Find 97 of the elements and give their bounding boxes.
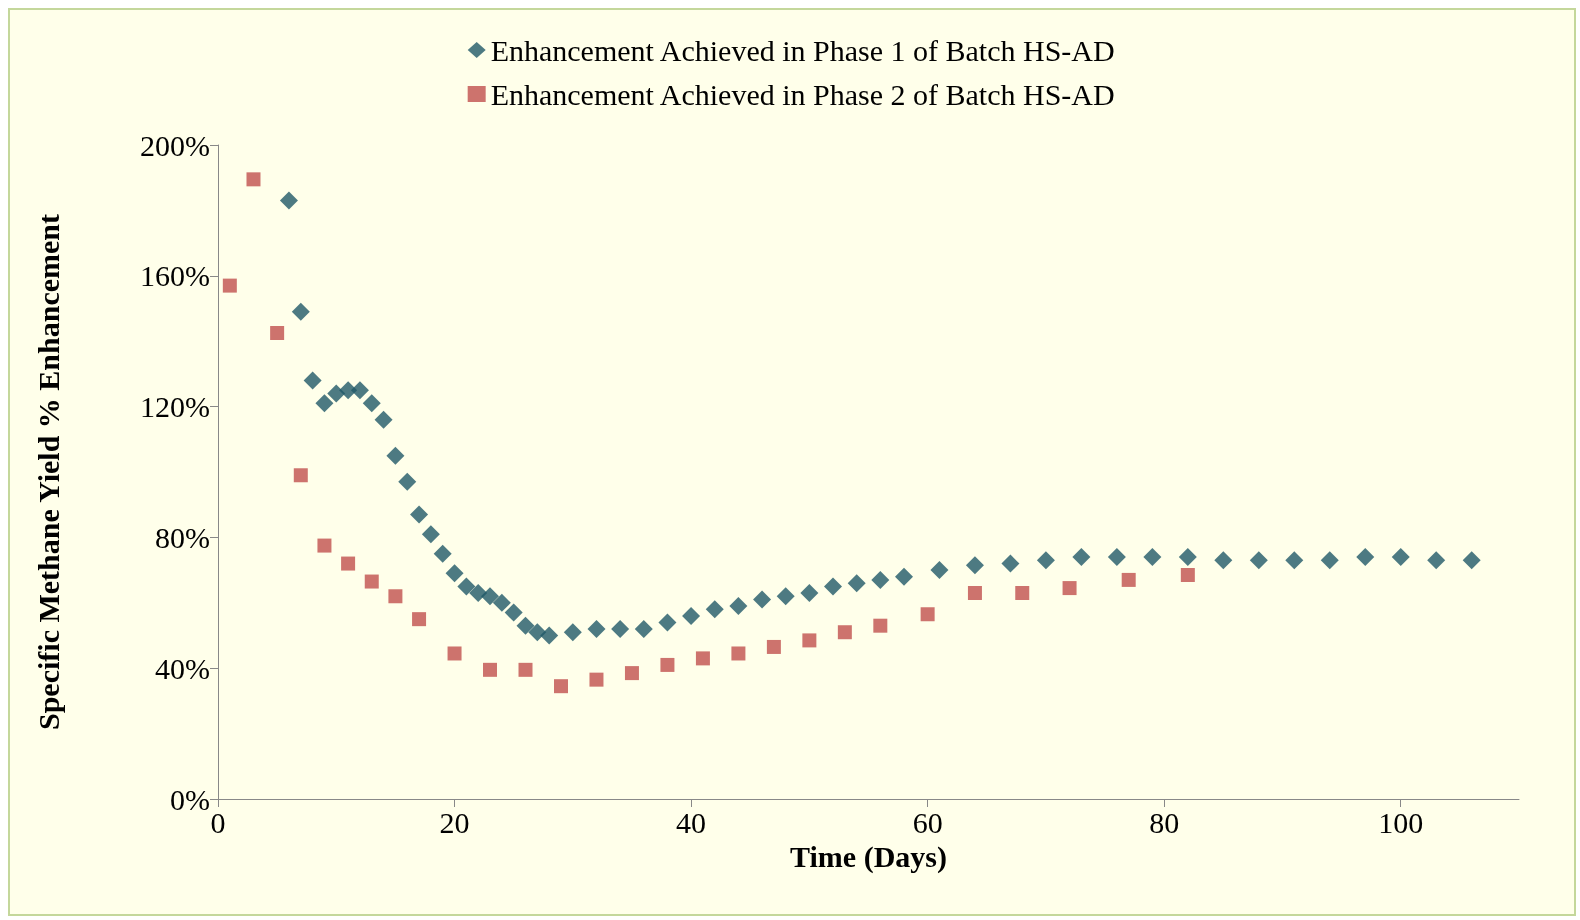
- x-tick-label: 100: [1378, 805, 1424, 839]
- point: [457, 577, 476, 596]
- point: [611, 619, 630, 638]
- point: [920, 607, 935, 622]
- y-tick-label: 80%: [155, 520, 210, 554]
- y-tick-label: 40%: [155, 651, 210, 685]
- point: [246, 172, 261, 187]
- point: [589, 672, 604, 687]
- point: [1121, 572, 1136, 587]
- point: [492, 593, 511, 612]
- point: [930, 561, 949, 580]
- point: [1015, 585, 1030, 600]
- point: [362, 394, 381, 413]
- point: [1178, 548, 1197, 567]
- point: [327, 384, 346, 403]
- point: [1320, 551, 1339, 570]
- point: [1001, 554, 1020, 573]
- point: [1249, 551, 1268, 570]
- point: [1285, 551, 1304, 570]
- point: [483, 662, 498, 677]
- point: [965, 556, 984, 575]
- point: [398, 472, 417, 491]
- point: [873, 618, 888, 633]
- point: [447, 646, 462, 661]
- point: [695, 651, 710, 666]
- point: [291, 302, 310, 321]
- point: [967, 585, 982, 600]
- point: [1143, 548, 1162, 567]
- x-tick-label: 60: [912, 805, 943, 839]
- x-tick-label: 80: [1149, 805, 1180, 839]
- y-tick-label: 160%: [140, 259, 210, 293]
- point: [364, 574, 379, 589]
- point: [729, 597, 748, 616]
- y-tick-label: 200%: [140, 128, 210, 162]
- point: [802, 633, 817, 648]
- point: [894, 567, 913, 586]
- point: [1107, 548, 1126, 567]
- point: [563, 623, 582, 642]
- point: [445, 564, 464, 583]
- point: [731, 646, 746, 661]
- point: [410, 505, 429, 524]
- x-tick-label: 0: [210, 805, 226, 839]
- point: [587, 619, 606, 638]
- point: [469, 583, 488, 602]
- point: [800, 583, 819, 602]
- point: [682, 606, 701, 625]
- point: [350, 381, 369, 400]
- y-tick-label: 120%: [140, 390, 210, 424]
- point: [1462, 551, 1481, 570]
- point: [222, 278, 237, 293]
- point: [1214, 551, 1233, 570]
- point: [847, 574, 866, 593]
- point: [871, 570, 890, 589]
- point: [660, 657, 675, 672]
- point: [433, 544, 452, 563]
- point: [516, 616, 535, 635]
- legend-label: Enhancement Achieved in Phase 1 of Batch HS-AD: [490, 33, 1115, 67]
- point: [837, 625, 852, 640]
- point: [528, 623, 547, 642]
- point: [315, 394, 334, 413]
- point: [374, 410, 393, 429]
- point: [1427, 551, 1446, 570]
- x-tick-label: 20: [439, 805, 470, 839]
- legend-label: Enhancement Achieved in Phase 2 of Batch HS-AD: [490, 77, 1115, 111]
- point: [317, 538, 332, 553]
- x-axis-title: Time (Days): [790, 840, 947, 875]
- point: [388, 589, 403, 604]
- point: [481, 587, 500, 606]
- point: [1072, 548, 1091, 567]
- point: [705, 600, 724, 619]
- x-tick-label: 40: [676, 805, 707, 839]
- y-tick-label: 0%: [170, 782, 210, 816]
- point: [412, 612, 427, 627]
- point: [753, 590, 772, 609]
- point: [634, 619, 653, 638]
- point: [553, 679, 568, 694]
- point: [421, 525, 440, 544]
- point: [386, 446, 405, 465]
- point: [766, 639, 781, 654]
- point: [624, 666, 639, 681]
- point: [1356, 548, 1375, 567]
- point: [1180, 568, 1195, 583]
- point: [293, 468, 308, 483]
- point: [504, 603, 523, 622]
- point: [279, 191, 298, 210]
- point: [1062, 581, 1077, 596]
- point: [776, 587, 795, 606]
- point: [1391, 548, 1410, 567]
- point: [540, 626, 559, 645]
- point: [824, 577, 843, 596]
- point: [518, 662, 533, 677]
- y-axis-title: Specific Methane Yield % Enhancement: [31, 213, 65, 731]
- point: [341, 556, 356, 571]
- point: [1036, 551, 1055, 570]
- point: [303, 371, 322, 390]
- point: [658, 613, 677, 632]
- point: [270, 326, 285, 341]
